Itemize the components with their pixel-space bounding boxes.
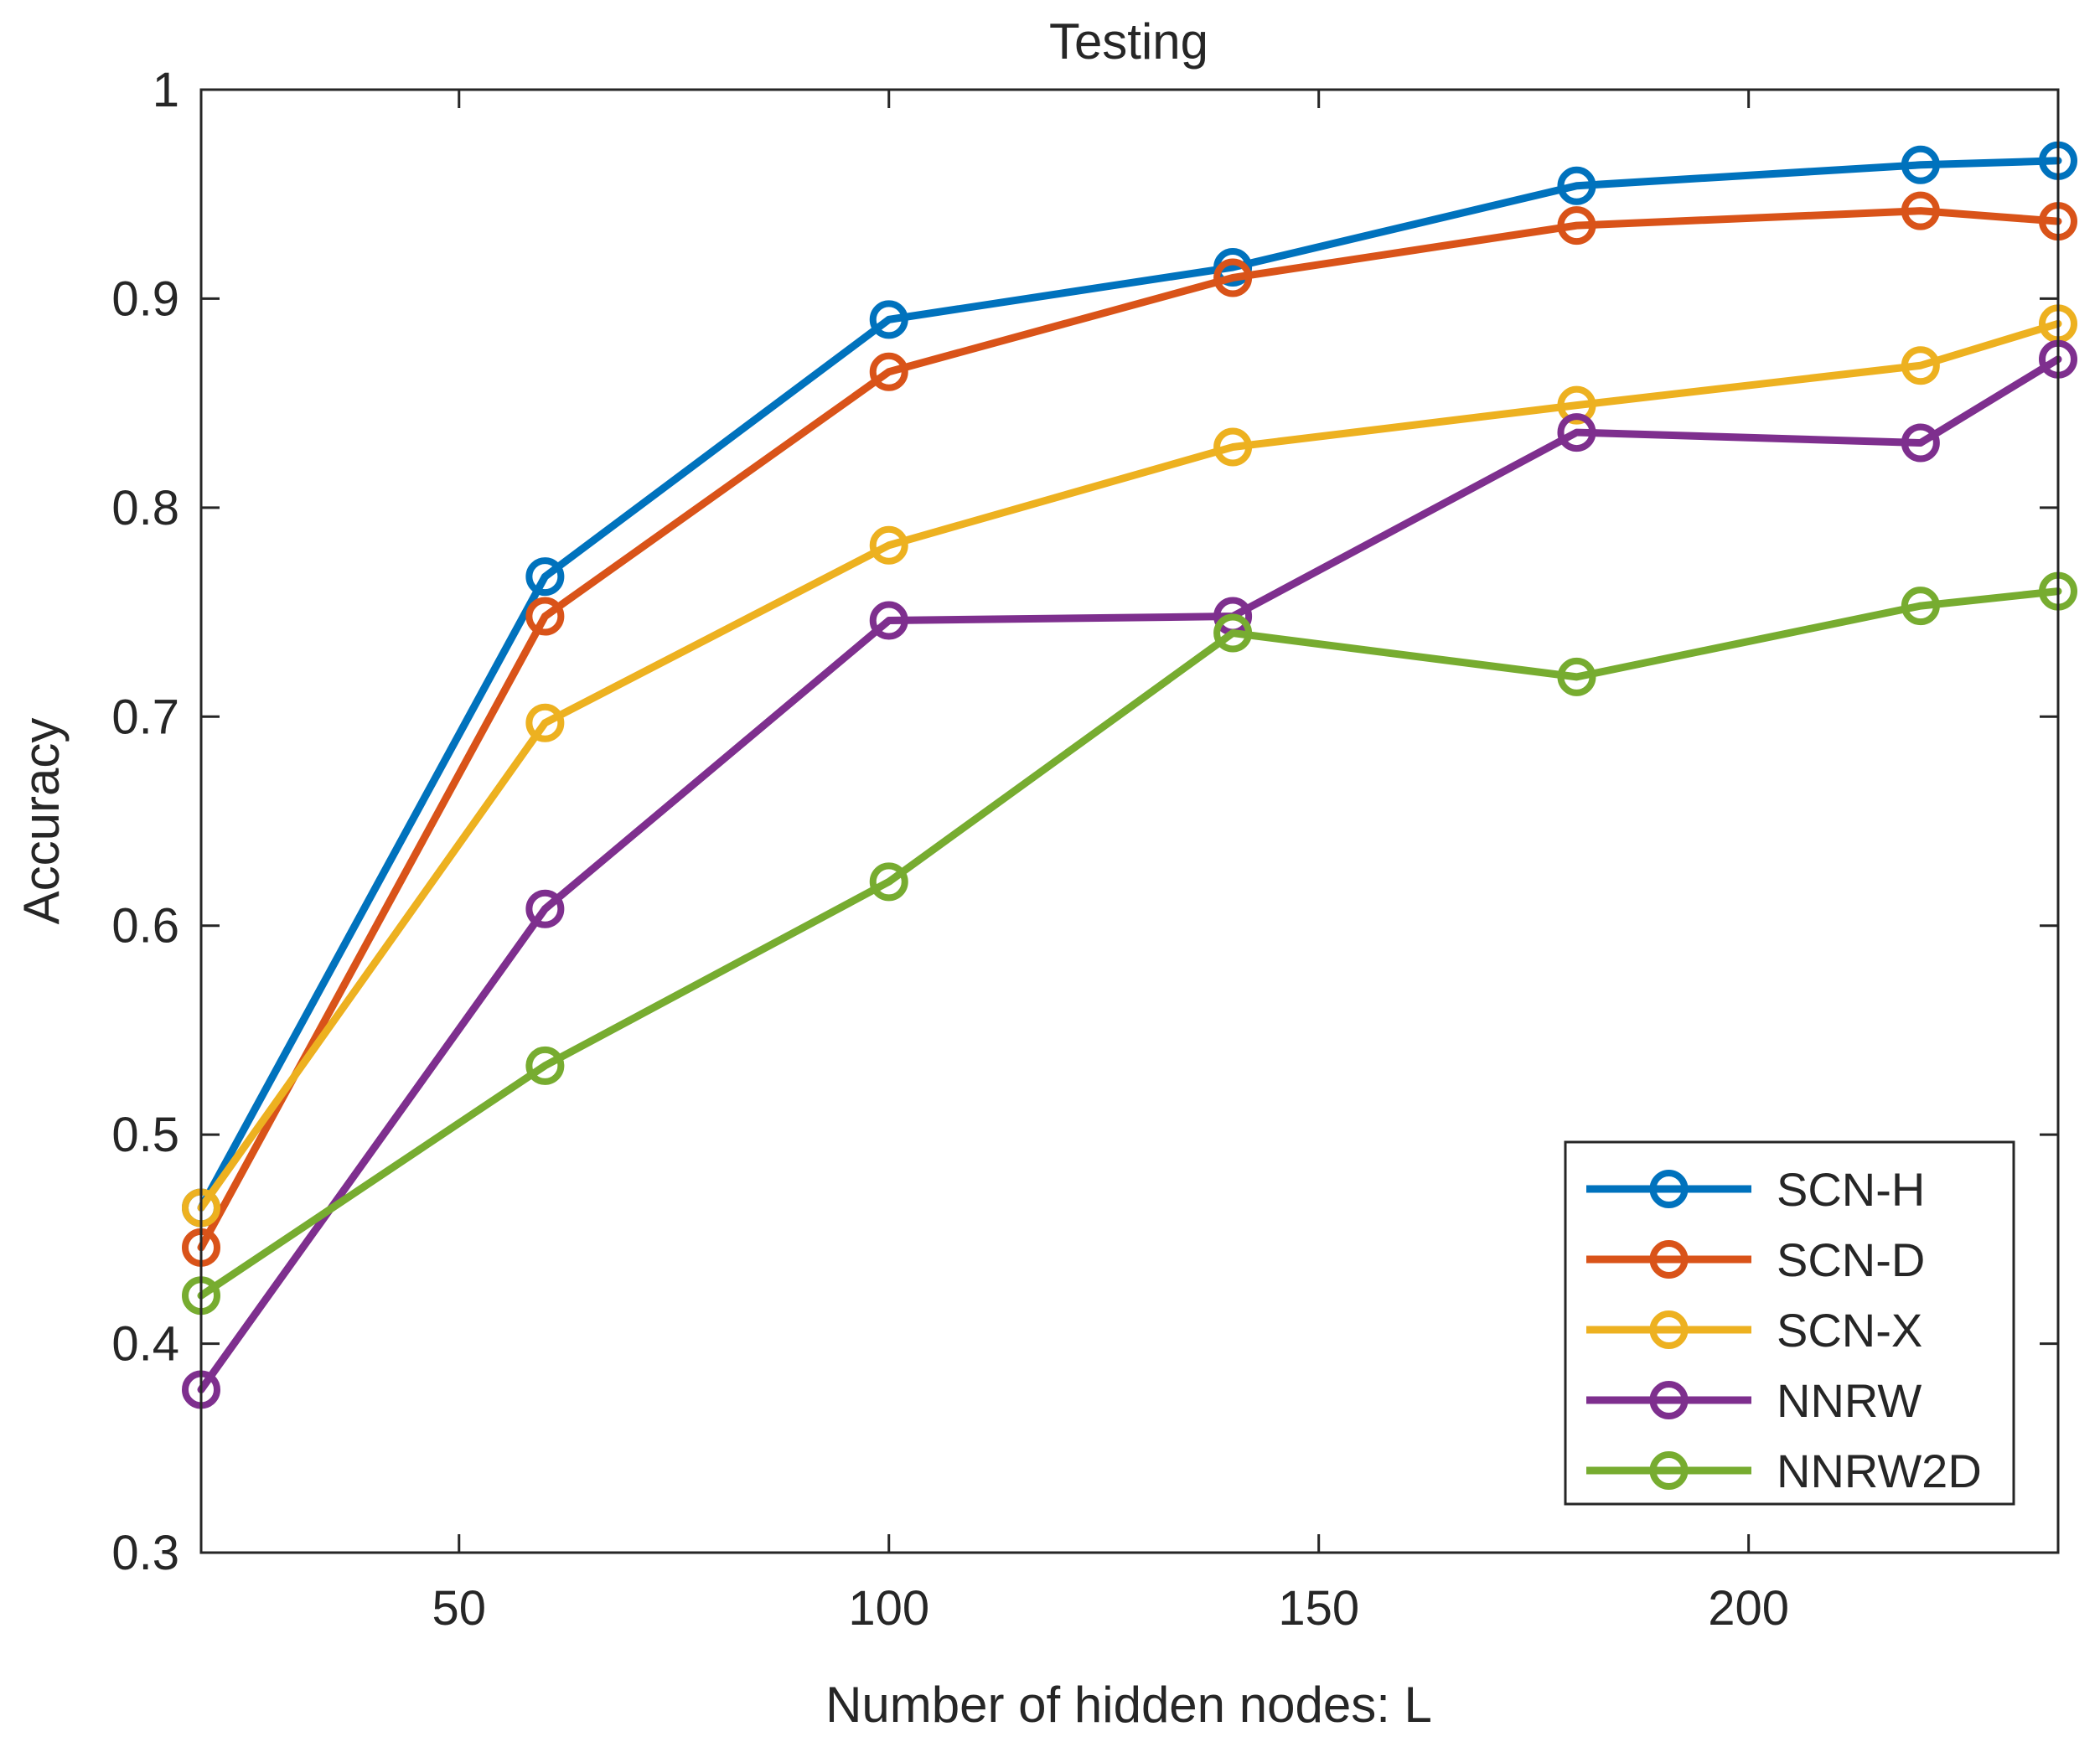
x-axis-label: Number of hidden nodes: L: [825, 1677, 1432, 1733]
series-line-scn-d: [197, 207, 2062, 1252]
data-point-nnrw: [1901, 423, 1940, 463]
series-line-nnrw2d: [197, 587, 2062, 1300]
x-tick-label: 150: [1278, 1581, 1359, 1636]
legend-item-scn-d: SCN-D: [1586, 1233, 1925, 1286]
y-tick-label: 1: [153, 63, 179, 117]
series-layer: [182, 141, 2077, 1409]
data-point-scn-h: [1557, 166, 1596, 205]
data-point-scn-d: [1557, 206, 1596, 246]
data-point-nnrw2d: [1901, 587, 1940, 626]
data-point-scn-h: [869, 300, 908, 339]
y-tick-label: 0.9: [111, 271, 179, 326]
data-point-scn-x: [1557, 385, 1596, 425]
legend-item-scn-x: SCN-X: [1586, 1304, 1922, 1357]
data-point-scn-d: [869, 352, 908, 391]
data-point-scn-x: [1213, 427, 1253, 467]
series-line-scn-h: [197, 157, 2062, 1212]
legend: SCN-H SCN-D SCN-X NNRW NNRW2D: [1564, 1140, 2015, 1506]
data-point-scn-d: [1213, 258, 1253, 297]
data-point-scn-d: [525, 597, 565, 636]
data-point-scn-x: [525, 703, 565, 742]
data-point-nnrw: [525, 889, 565, 928]
legend-marker-scn-d: [1649, 1240, 1689, 1279]
data-point-nnrw2d: [525, 1046, 565, 1085]
y-tick-label: 0.6: [111, 899, 179, 954]
data-point-scn-x: [1901, 346, 1940, 385]
x-tick-label: 100: [848, 1581, 929, 1636]
chart-title: Testing: [1049, 13, 1208, 70]
data-point-nnrw2d: [869, 862, 908, 902]
legend-box: [1564, 1140, 2015, 1506]
legend-item-scn-h: SCN-H: [1586, 1163, 1925, 1216]
x-tick-label: 50: [432, 1581, 487, 1636]
data-point-nnrw: [1557, 413, 1596, 452]
legend-label-scn-h: SCN-H: [1777, 1163, 1925, 1216]
legend-label-nnrw: NNRW: [1777, 1374, 1922, 1427]
y-tick-label: 0.8: [111, 481, 179, 535]
data-point-nnrw: [869, 601, 908, 640]
x-tick-labels: 50 100 150 200: [432, 1581, 1790, 1636]
data-point-scn-h: [525, 557, 565, 597]
y-tick-label: 0.4: [111, 1317, 179, 1372]
legend-marker-nnrw2d: [1649, 1451, 1689, 1490]
plot-frame: [199, 88, 2060, 1554]
legend-label-scn-x: SCN-X: [1777, 1304, 1922, 1357]
y-tick-label: 0.7: [111, 690, 179, 744]
data-point-nnrw2d: [1557, 657, 1596, 696]
x-tick-label: 200: [1708, 1581, 1789, 1636]
data-point-scn-x: [869, 525, 908, 565]
legend-marker-scn-h: [1649, 1170, 1689, 1208]
legend-marker-scn-x: [1649, 1310, 1689, 1349]
data-point-scn-h: [1901, 145, 1940, 184]
legend-items: SCN-H SCN-D SCN-X NNRW NNRW2D: [1586, 1163, 1982, 1497]
legend-item-nnrw2d: NNRW2D: [1586, 1445, 1982, 1497]
series-scn-d: [182, 191, 2077, 1267]
y-axis-label: Accuracy: [13, 718, 70, 925]
y-tick-label: 0.5: [111, 1108, 179, 1162]
legend-marker-nnrw: [1649, 1381, 1689, 1419]
legend-item-nnrw: NNRW: [1586, 1374, 1922, 1427]
y-tick-labels: 0.3 0.4 0.5 0.6 0.7 0.8 0.9 1: [111, 63, 179, 1580]
legend-label-scn-d: SCN-D: [1777, 1233, 1925, 1286]
legend-label-nnrw2d: NNRW2D: [1777, 1445, 1982, 1497]
series-line-scn-x: [197, 319, 2062, 1212]
data-point-scn-d: [1901, 191, 1940, 230]
y-tick-label: 0.3: [111, 1526, 179, 1580]
data-point-nnrw2d: [1213, 613, 1253, 653]
